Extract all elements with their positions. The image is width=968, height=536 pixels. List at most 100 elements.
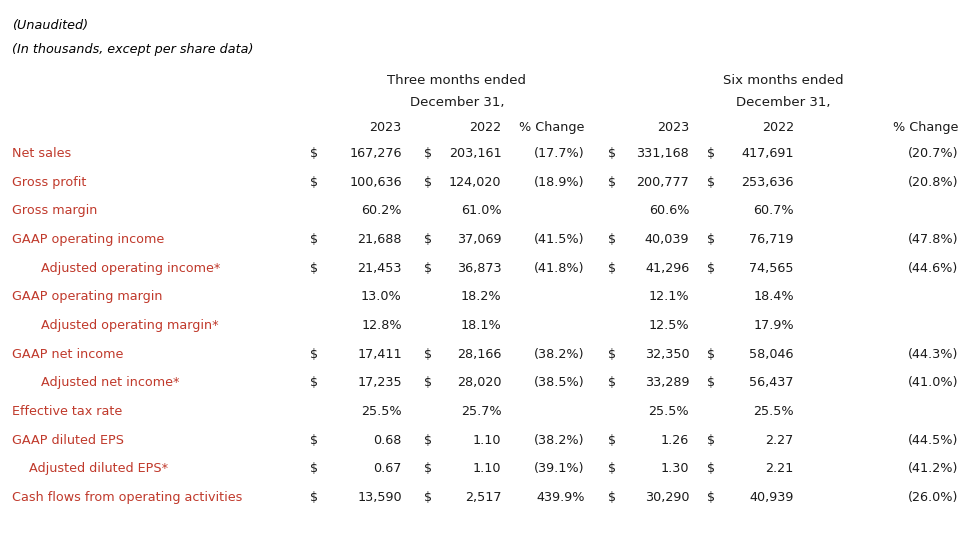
Text: 21,453: 21,453 [357, 262, 402, 274]
Text: $: $ [424, 176, 432, 189]
Text: 40,039: 40,039 [645, 233, 689, 246]
Text: 60.2%: 60.2% [361, 204, 402, 217]
Text: $: $ [707, 376, 714, 389]
Text: $: $ [608, 434, 616, 446]
Text: $: $ [424, 147, 432, 160]
Text: $: $ [608, 376, 616, 389]
Text: $: $ [310, 147, 318, 160]
Text: 0.67: 0.67 [374, 462, 402, 475]
Text: (41.2%): (41.2%) [908, 462, 958, 475]
Text: (18.9%): (18.9%) [534, 176, 585, 189]
Text: $: $ [707, 434, 714, 446]
Text: 25.5%: 25.5% [649, 405, 689, 418]
Text: Adjusted diluted EPS*: Adjusted diluted EPS* [29, 462, 168, 475]
Text: 33,289: 33,289 [645, 376, 689, 389]
Text: 25.5%: 25.5% [753, 405, 794, 418]
Text: $: $ [707, 233, 714, 246]
Text: Net sales: Net sales [12, 147, 71, 160]
Text: Gross profit: Gross profit [12, 176, 86, 189]
Text: $: $ [310, 376, 318, 389]
Text: 439.9%: 439.9% [536, 491, 585, 504]
Text: $: $ [310, 434, 318, 446]
Text: (20.8%): (20.8%) [908, 176, 958, 189]
Text: $: $ [310, 233, 318, 246]
Text: $: $ [424, 262, 432, 274]
Text: GAAP net income: GAAP net income [12, 348, 123, 361]
Text: $: $ [424, 348, 432, 361]
Text: (38.5%): (38.5%) [534, 376, 585, 389]
Text: 25.5%: 25.5% [361, 405, 402, 418]
Text: 18.4%: 18.4% [753, 291, 794, 303]
Text: $: $ [310, 176, 318, 189]
Text: 203,161: 203,161 [449, 147, 501, 160]
Text: $: $ [310, 262, 318, 274]
Text: $: $ [424, 491, 432, 504]
Text: 200,777: 200,777 [637, 176, 689, 189]
Text: $: $ [310, 348, 318, 361]
Text: (44.5%): (44.5%) [908, 434, 958, 446]
Text: 17,235: 17,235 [357, 376, 402, 389]
Text: 1.30: 1.30 [661, 462, 689, 475]
Text: 60.6%: 60.6% [649, 204, 689, 217]
Text: 28,166: 28,166 [457, 348, 501, 361]
Text: Effective tax rate: Effective tax rate [12, 405, 122, 418]
Text: 167,276: 167,276 [349, 147, 402, 160]
Text: (Unaudited): (Unaudited) [12, 19, 88, 32]
Text: 417,691: 417,691 [741, 147, 794, 160]
Text: $: $ [707, 462, 714, 475]
Text: (20.7%): (20.7%) [908, 147, 958, 160]
Text: 17,411: 17,411 [357, 348, 402, 361]
Text: (38.2%): (38.2%) [534, 348, 585, 361]
Text: (44.6%): (44.6%) [908, 262, 958, 274]
Text: 2.21: 2.21 [766, 462, 794, 475]
Text: 0.68: 0.68 [374, 434, 402, 446]
Text: $: $ [608, 176, 616, 189]
Text: % Change: % Change [519, 121, 585, 133]
Text: 331,168: 331,168 [637, 147, 689, 160]
Text: 124,020: 124,020 [449, 176, 501, 189]
Text: 12.1%: 12.1% [649, 291, 689, 303]
Text: 60.7%: 60.7% [753, 204, 794, 217]
Text: Three months ended: Three months ended [387, 74, 527, 87]
Text: 2023: 2023 [370, 121, 402, 133]
Text: 74,565: 74,565 [749, 262, 794, 274]
Text: $: $ [608, 233, 616, 246]
Text: 2.27: 2.27 [766, 434, 794, 446]
Text: % Change: % Change [892, 121, 958, 133]
Text: 12.5%: 12.5% [649, 319, 689, 332]
Text: $: $ [608, 348, 616, 361]
Text: 2023: 2023 [657, 121, 689, 133]
Text: Adjusted net income*: Adjusted net income* [41, 376, 179, 389]
Text: $: $ [310, 491, 318, 504]
Text: December 31,: December 31, [409, 96, 504, 109]
Text: $: $ [608, 262, 616, 274]
Text: 12.8%: 12.8% [361, 319, 402, 332]
Text: 37,069: 37,069 [457, 233, 501, 246]
Text: December 31,: December 31, [736, 96, 831, 109]
Text: (41.8%): (41.8%) [534, 262, 585, 274]
Text: (In thousands, except per share data): (In thousands, except per share data) [12, 43, 253, 56]
Text: $: $ [424, 376, 432, 389]
Text: 25.7%: 25.7% [461, 405, 501, 418]
Text: 18.2%: 18.2% [461, 291, 501, 303]
Text: 28,020: 28,020 [457, 376, 501, 389]
Text: $: $ [424, 434, 432, 446]
Text: 58,046: 58,046 [749, 348, 794, 361]
Text: 18.1%: 18.1% [461, 319, 501, 332]
Text: $: $ [424, 233, 432, 246]
Text: 253,636: 253,636 [741, 176, 794, 189]
Text: (38.2%): (38.2%) [534, 434, 585, 446]
Text: 1.10: 1.10 [473, 434, 501, 446]
Text: GAAP operating income: GAAP operating income [12, 233, 164, 246]
Text: 41,296: 41,296 [645, 262, 689, 274]
Text: Gross margin: Gross margin [12, 204, 97, 217]
Text: $: $ [608, 491, 616, 504]
Text: GAAP operating margin: GAAP operating margin [12, 291, 162, 303]
Text: 32,350: 32,350 [645, 348, 689, 361]
Text: (47.8%): (47.8%) [908, 233, 958, 246]
Text: $: $ [608, 147, 616, 160]
Text: 56,437: 56,437 [749, 376, 794, 389]
Text: 13.0%: 13.0% [361, 291, 402, 303]
Text: (41.0%): (41.0%) [908, 376, 958, 389]
Text: (44.3%): (44.3%) [908, 348, 958, 361]
